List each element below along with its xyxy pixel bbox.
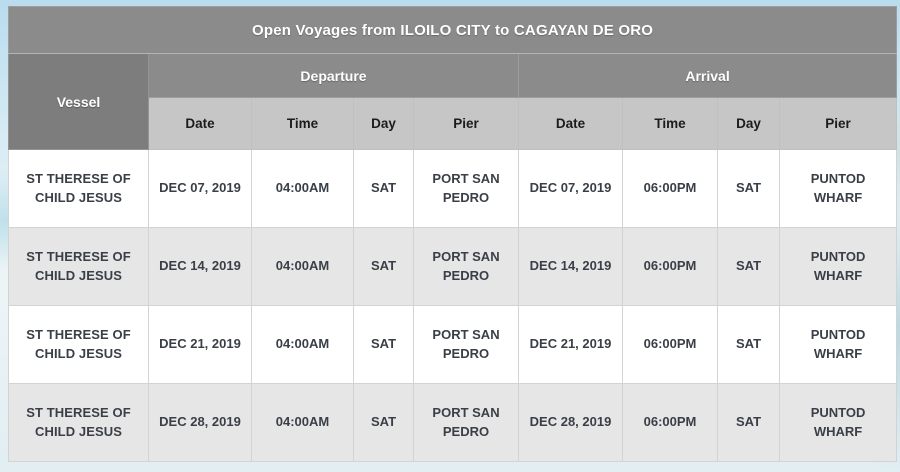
table-row: ST THERESE OF CHILD JESUS DEC 07, 2019 04:…	[8, 149, 898, 228]
cell-arrival-date: DEC 28, 2019	[518, 383, 623, 462]
column-header-departure-date: Date	[148, 97, 252, 150]
table-row: ST THERESE OF CHILD JESUS DEC 14, 2019 04:…	[8, 227, 898, 306]
cell-departure-time: 04:00AM	[251, 383, 354, 462]
cell-departure-date: DEC 14, 2019	[148, 227, 252, 306]
column-header-arrival-pier: Pier	[778, 97, 898, 150]
column-header-vessel: Vessel	[8, 53, 149, 150]
cell-vessel: ST THERESE OF CHILD JESUS	[8, 383, 149, 462]
cell-arrival-day: SAT	[717, 305, 780, 384]
cell-departure-pier: PORT SAN PEDRO	[413, 149, 519, 228]
cell-departure-date: DEC 21, 2019	[148, 305, 252, 384]
column-header-departure-day: Day	[353, 97, 414, 150]
cell-arrival-pier: PUNTOD WHARF	[778, 383, 898, 462]
cell-arrival-time: 06:00PM	[622, 305, 718, 384]
cell-departure-time: 04:00AM	[251, 305, 354, 384]
cell-departure-time: 04:00AM	[251, 149, 354, 228]
table-title-row: Open Voyages from ILOILO CITY to CAGAYAN…	[7, 6, 898, 54]
group-header-arrival: Arrival	[517, 53, 898, 98]
cell-departure-day: SAT	[353, 149, 414, 228]
cell-arrival-pier: PUNTOD WHARF	[778, 227, 898, 306]
cell-arrival-date: DEC 14, 2019	[518, 227, 623, 306]
cell-arrival-date: DEC 07, 2019	[518, 149, 623, 228]
cell-arrival-date: DEC 21, 2019	[518, 305, 623, 384]
cell-arrival-day: SAT	[717, 149, 780, 228]
column-header-arrival-day: Day	[717, 97, 780, 150]
cell-departure-date: DEC 28, 2019	[148, 383, 252, 462]
column-header-arrival-date: Date	[518, 97, 623, 150]
table-title: Open Voyages from ILOILO CITY to CAGAYAN…	[7, 6, 898, 54]
cell-vessel: ST THERESE OF CHILD JESUS	[8, 227, 149, 306]
cell-arrival-pier: PUNTOD WHARF	[778, 305, 898, 384]
cell-arrival-time: 06:00PM	[622, 383, 718, 462]
column-header-arrival-time: Time	[622, 97, 718, 150]
cell-departure-pier: PORT SAN PEDRO	[413, 227, 519, 306]
table-row: ST THERESE OF CHILD JESUS DEC 21, 2019 04:…	[8, 305, 898, 384]
cell-departure-day: SAT	[353, 227, 414, 306]
column-header-departure-time: Time	[251, 97, 354, 150]
voyage-schedule-panel: Open Voyages from ILOILO CITY to CAGAYAN…	[7, 6, 898, 472]
group-header-departure: Departure	[148, 53, 519, 98]
cell-departure-pier: PORT SAN PEDRO	[413, 383, 519, 462]
cell-arrival-pier: PUNTOD WHARF	[778, 149, 898, 228]
cell-departure-date: DEC 07, 2019	[148, 149, 252, 228]
cell-departure-day: SAT	[353, 305, 414, 384]
cell-arrival-time: 06:00PM	[622, 227, 718, 306]
cell-departure-time: 04:00AM	[251, 227, 354, 306]
cell-vessel: ST THERESE OF CHILD JESUS	[8, 305, 149, 384]
table-row: ST THERESE OF CHILD JESUS DEC 28, 2019 04:…	[8, 383, 898, 462]
cell-arrival-time: 06:00PM	[622, 149, 718, 228]
cell-arrival-day: SAT	[717, 383, 780, 462]
cell-departure-pier: PORT SAN PEDRO	[413, 305, 519, 384]
voyage-schedule-table: Open Voyages from ILOILO CITY to CAGAYAN…	[7, 6, 898, 462]
cell-arrival-day: SAT	[717, 227, 780, 306]
cell-departure-day: SAT	[353, 383, 414, 462]
column-header-departure-pier: Pier	[413, 97, 519, 150]
group-header-row: Vessel Departure Arrival	[8, 53, 898, 150]
sub-header-row: Date Time Day Pier Date Time Day Pier	[9, 97, 898, 150]
cell-vessel: ST THERESE OF CHILD JESUS	[8, 149, 149, 228]
